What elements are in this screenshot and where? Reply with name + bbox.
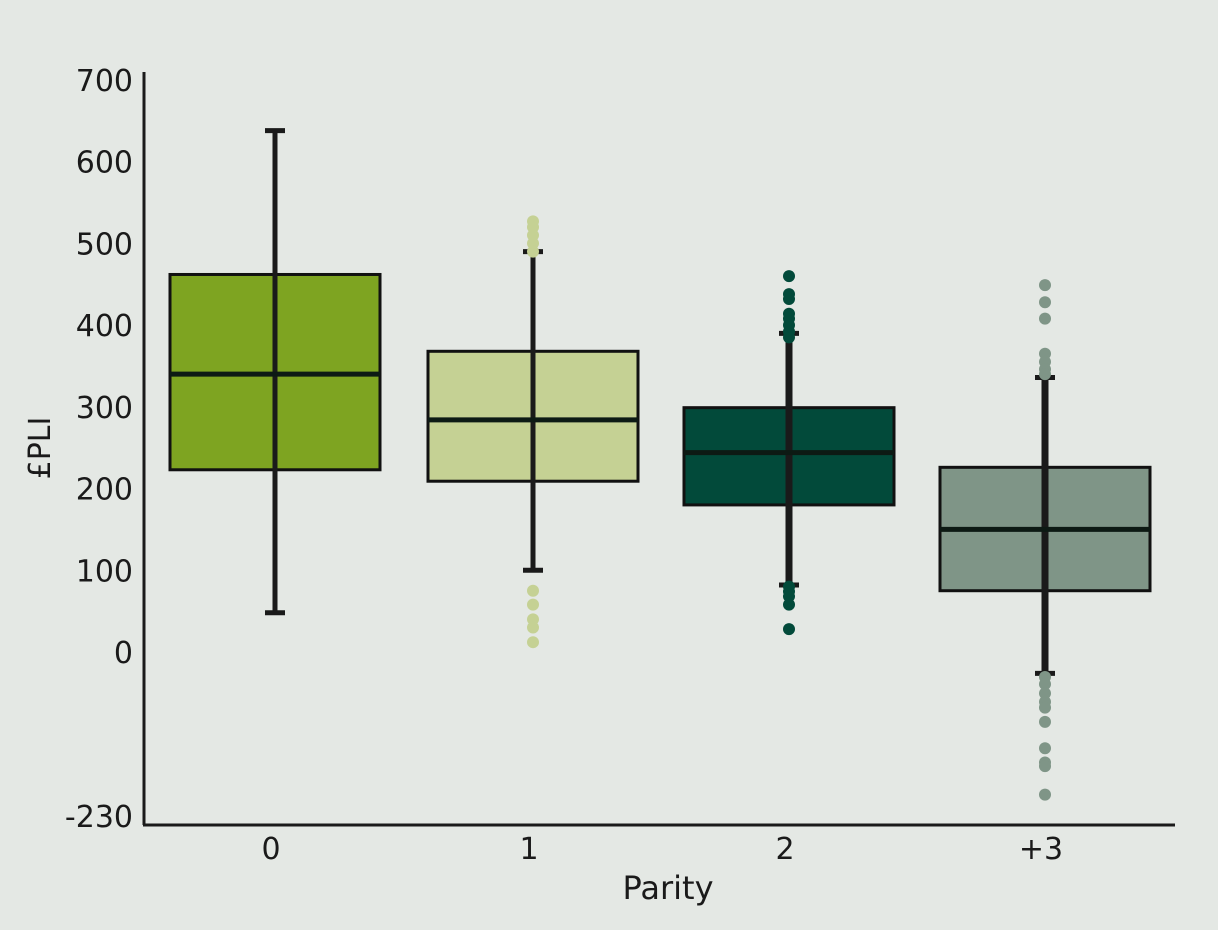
- y-tick-label: 300: [76, 391, 133, 426]
- plot-marks: [168, 128, 1152, 801]
- outlier-point: [527, 245, 539, 258]
- outlier-point: [1039, 279, 1051, 292]
- x-tick-labels: 0 1 2 +3: [261, 832, 1063, 867]
- x-axis-label: Parity: [623, 869, 714, 907]
- y-tick-label: 200: [76, 473, 133, 508]
- x-tick-label: 0: [261, 832, 280, 867]
- outlier-point: [1039, 760, 1051, 773]
- box-group: [938, 279, 1152, 801]
- x-tick-label: +3: [1019, 832, 1063, 867]
- y-tick-label: 100: [76, 554, 133, 589]
- outlier-point: [783, 623, 795, 636]
- x-tick-label: 2: [775, 832, 794, 867]
- y-tick-label: 700: [76, 64, 133, 99]
- outlier-point: [527, 584, 539, 597]
- y-tick-label: 600: [76, 146, 133, 181]
- outlier-point: [1039, 715, 1051, 728]
- outlier-point: [527, 636, 539, 649]
- box-group: [426, 215, 640, 649]
- outlier-point: [1039, 296, 1051, 309]
- y-tick-label: 0: [114, 636, 133, 671]
- outlier-point: [527, 598, 539, 611]
- outlier-point: [1039, 678, 1051, 691]
- outlier-point: [783, 331, 795, 344]
- box-group: [682, 270, 896, 636]
- y-tick-labels: -230 0 100 200 300 400 500 600 700: [65, 64, 133, 835]
- outlier-point: [1039, 742, 1051, 755]
- outlier-point: [783, 270, 795, 283]
- outlier-point: [1039, 687, 1051, 700]
- outlier-point: [1039, 701, 1051, 714]
- y-tick-label: 400: [76, 309, 133, 344]
- y-tick-label: 500: [76, 227, 133, 262]
- outlier-point: [527, 621, 539, 634]
- outlier-point: [1039, 788, 1051, 801]
- outlier-point: [783, 598, 795, 611]
- box-group: [168, 128, 382, 616]
- y-axis-label: £PLI: [23, 417, 58, 480]
- y-tick-label: -230: [65, 800, 133, 835]
- x-tick-label: 1: [519, 832, 538, 867]
- outlier-point: [1039, 312, 1051, 325]
- outlier-point: [1039, 368, 1051, 381]
- outlier-point: [783, 292, 795, 305]
